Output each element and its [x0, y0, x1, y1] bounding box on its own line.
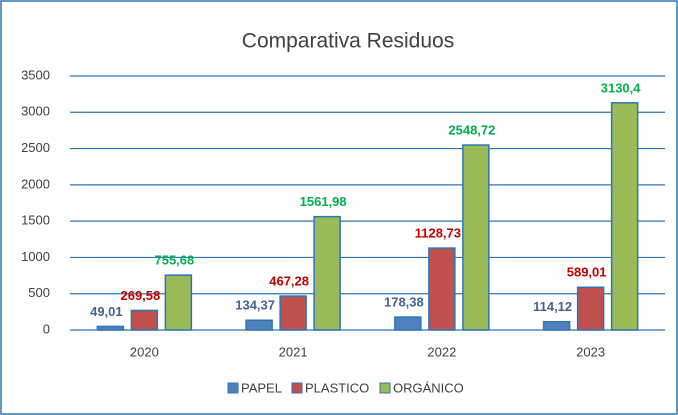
bar: [279, 295, 307, 331]
bar: [428, 247, 456, 331]
legend-swatch: [227, 382, 239, 394]
legend-label: PLASTICO: [305, 380, 369, 395]
data-label: 2548,72: [448, 122, 495, 137]
bar: [96, 325, 125, 331]
data-label: 178,38: [384, 294, 424, 309]
y-tick-label: 3000: [21, 104, 50, 119]
y-tick-label: 1500: [21, 213, 50, 228]
data-label: 755,68: [154, 253, 194, 268]
bar: [245, 319, 273, 331]
data-label: 49,01: [90, 304, 123, 319]
chart-title: Comparativa Residuos: [242, 30, 454, 53]
bar: [313, 215, 341, 331]
legend-swatch: [291, 382, 303, 394]
data-label: 134,37: [235, 298, 275, 313]
data-label: 3130,4: [601, 80, 642, 95]
y-tick-label: 2000: [21, 176, 50, 191]
bar: [164, 274, 193, 331]
data-label: 269,58: [120, 288, 160, 303]
x-tick-label: 2023: [576, 344, 605, 359]
bar: [542, 320, 571, 331]
y-tick-label: 3500: [21, 67, 50, 82]
data-label: 589,01: [567, 265, 607, 280]
bar: [610, 102, 639, 331]
data-label: 1128,73: [415, 226, 461, 241]
legend-label: PAPEL: [241, 380, 282, 395]
bar: [576, 286, 605, 331]
legend-swatch: [379, 382, 391, 394]
x-tick-label: 2021: [279, 344, 308, 359]
data-label: 1561,98: [300, 194, 347, 209]
y-tick-label: 500: [28, 285, 50, 300]
x-tick-label: 2020: [130, 344, 159, 359]
bar: [462, 144, 490, 331]
data-label: 114,12: [533, 299, 572, 314]
y-tick-label: 1000: [21, 249, 50, 264]
data-label: 467,28: [269, 274, 309, 289]
y-tick-label: 0: [43, 321, 50, 336]
legend-label: ORGÁNICO: [393, 380, 464, 395]
y-tick-label: 2500: [21, 140, 50, 155]
bar: [130, 309, 159, 331]
x-tick-label: 2022: [427, 344, 456, 359]
bar: [394, 316, 422, 331]
